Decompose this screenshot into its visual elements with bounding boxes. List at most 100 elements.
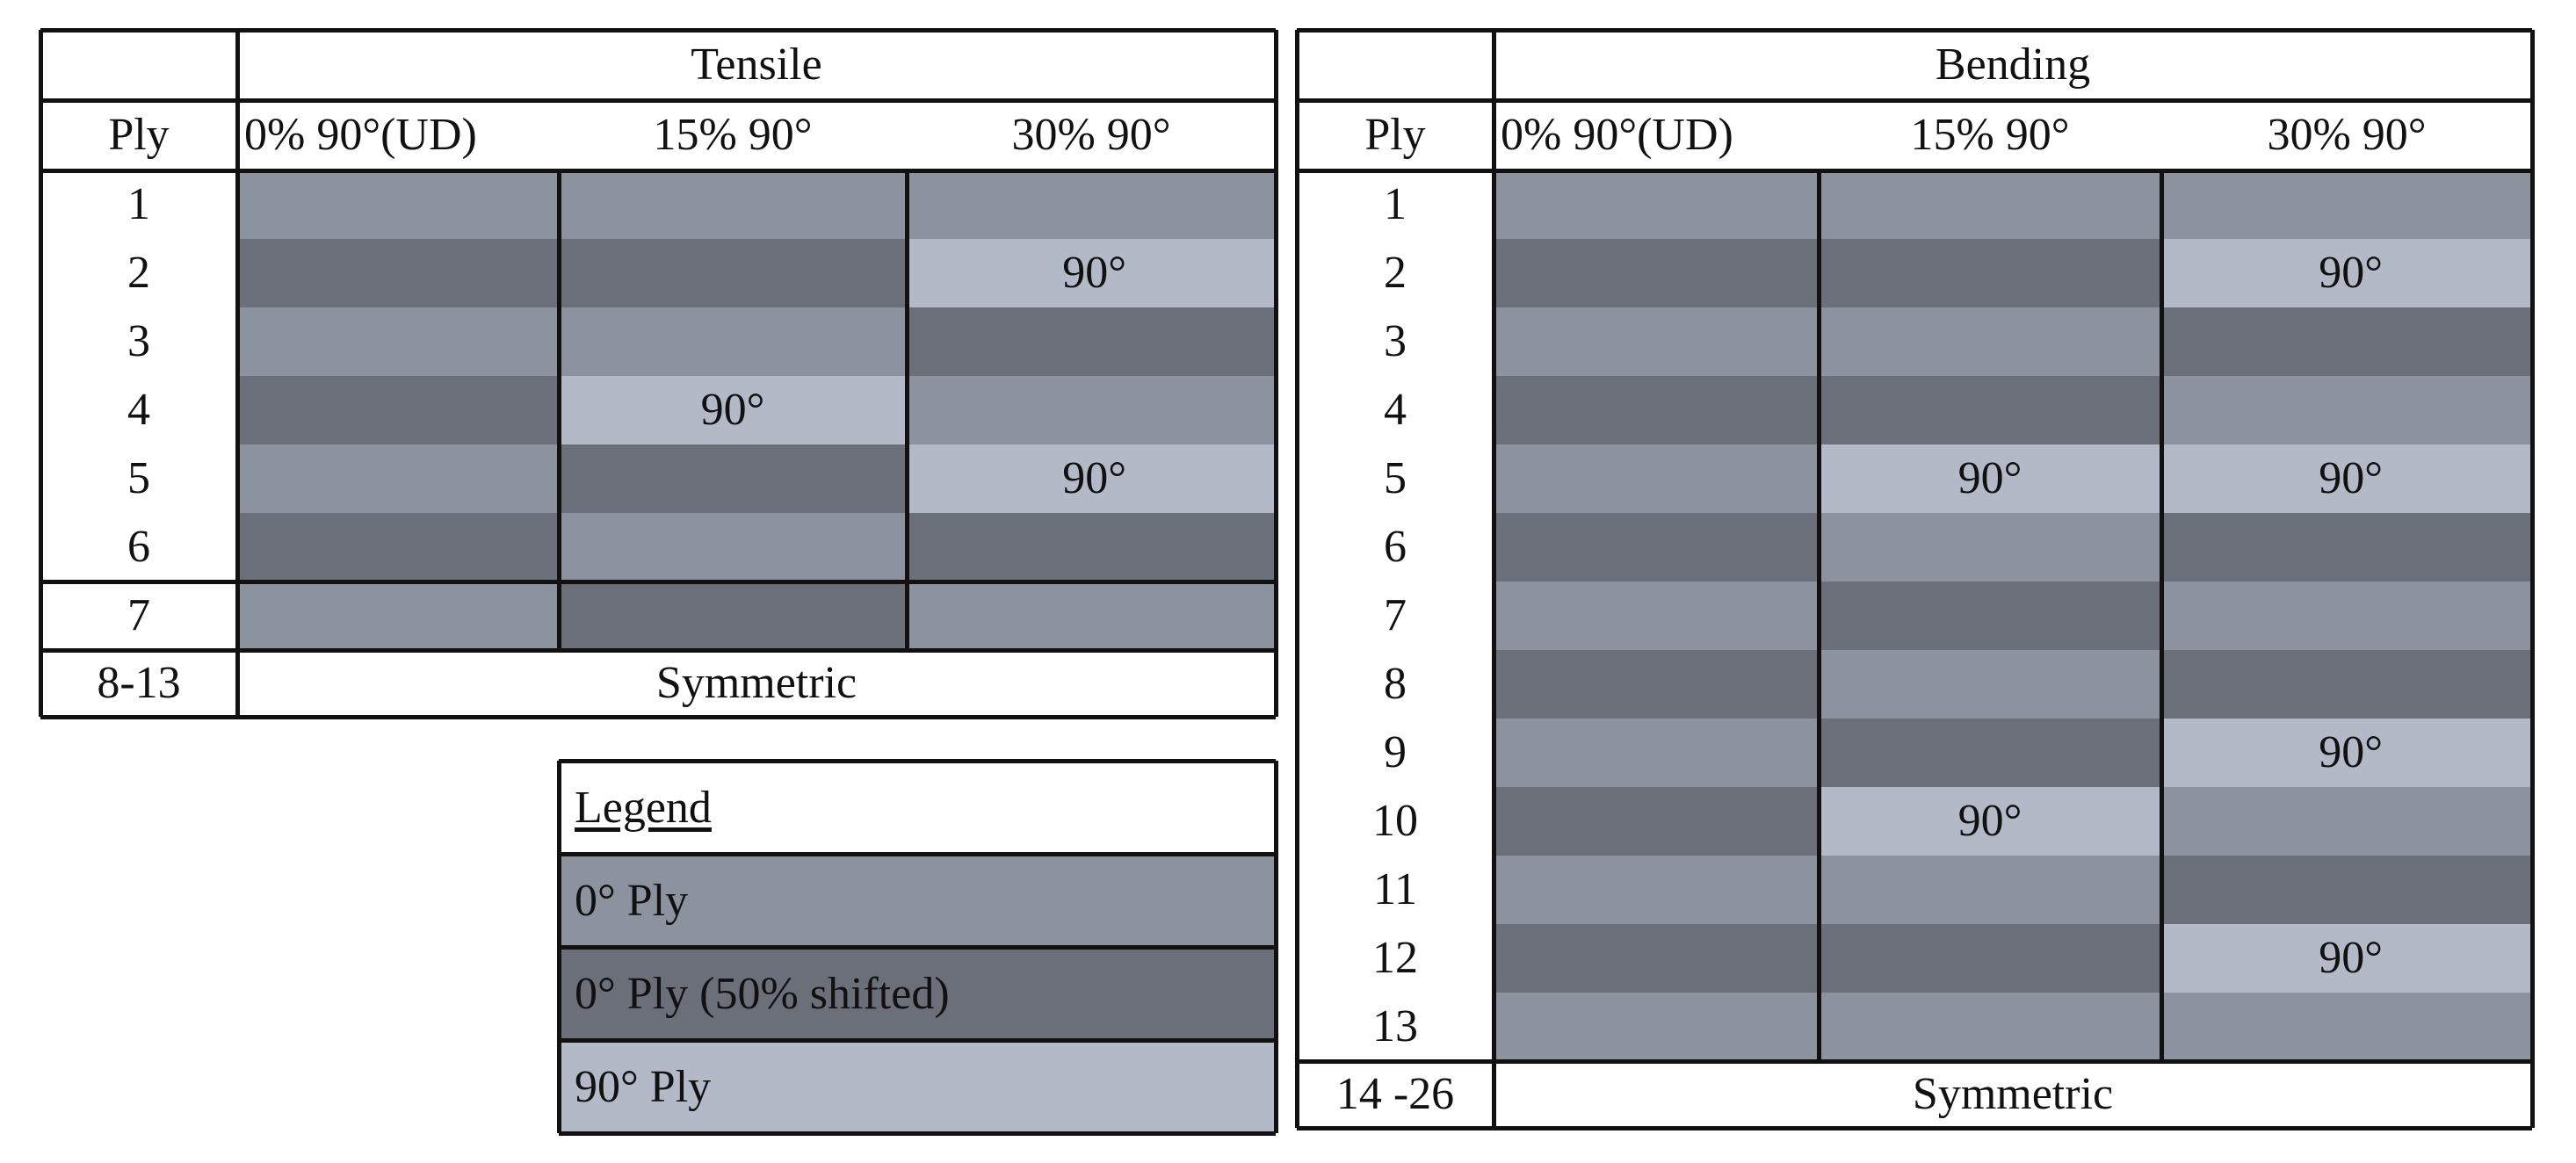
ply-cell [1494,582,1819,650]
ply-header: Ply [1364,110,1426,160]
ply-cell [559,513,907,582]
ply-cell: 90° [907,239,1276,307]
ply-number: 1 [1384,179,1407,229]
legend-item-0: 0° Ply [559,854,1276,947]
ply-90-label: 90° [700,385,765,435]
ply-cell [1819,856,2161,924]
ply-cell [1819,170,2161,239]
ply-number: 5 [127,453,150,503]
column-rule [2159,170,2164,1061]
ply-cell [2161,513,2532,582]
symmetric-rule [40,647,1276,653]
ply-cell [237,582,559,650]
ply-90-label: 90° [1062,248,1126,298]
ply-cell [559,170,907,239]
table-bottom-border [40,714,1276,719]
symmetric-range: 8-13 [97,658,181,708]
ply-number: 13 [1372,1001,1418,1051]
ply-cell [237,444,559,513]
table-bottom-border [1297,1125,2532,1130]
ply-number: 3 [1384,316,1407,366]
ply-cell [1494,719,1819,787]
column-header-15: 15% 90° [1910,110,2070,160]
ply-cell [907,376,1276,444]
ply-cell [1819,582,2161,650]
tensile-title: Tensile [691,40,822,90]
ply-cell [1494,856,1819,924]
column-header-ud: 0% 90°(UD) [244,110,477,160]
legend-rule [559,851,1276,856]
symmetric-label: Symmetric [655,658,857,708]
ply-cell [907,582,1276,650]
ply-cell [1819,307,2161,376]
ply-cell [1819,239,2161,307]
table-right-border [1273,30,1278,717]
ply-number: 4 [1384,385,1407,435]
ply-cell [1494,444,1819,513]
header-rule [1297,168,2532,173]
ply-90-label: 90° [1957,796,2022,846]
ply-cell [1819,719,2161,787]
ply-number: 7 [1384,590,1407,640]
ply-cell [1819,650,2161,719]
ply-number: 10 [1372,796,1418,846]
legend-item-1: 0° Ply (50% shifted) [559,947,1276,1040]
ply-90-label: 90° [2319,248,2383,298]
bending-table: 90° 90° 90° 90° 90° 90° Bending Ply 0% 90°(UD) 15… [1294,27,2535,1133]
ply-90-label: 90° [2319,453,2383,503]
ply-number: 2 [1384,248,1407,298]
ply-cell [907,307,1276,376]
ply-cell [2161,650,2532,719]
header-rule [40,98,1276,103]
ply-cell: 90° [2161,239,2532,307]
ply-cell [237,376,559,444]
ply-cell [1819,376,2161,444]
ply-number: 5 [1384,453,1407,503]
ply-cell [1494,650,1819,719]
ply-cell [2161,307,2532,376]
ply-cell [1494,170,1819,239]
column-header-30: 30% 90° [1011,110,1171,160]
ply-cell [559,444,907,513]
ply-cell: 90° [907,444,1276,513]
column-rule [556,170,561,650]
ply-number: 7 [127,590,150,640]
column-header-ud: 0% 90°(UD) [1501,110,1733,160]
ply-number: 2 [127,248,150,298]
legend-item-2: 90° Ply [559,1040,1276,1133]
ply-cell [2161,582,2532,650]
ply-cell [559,239,907,307]
column-header-30: 30% 90° [2267,110,2427,160]
ply-number: 6 [127,522,150,572]
ply-header: Ply [108,110,170,160]
ply-cell: 90° [2161,444,2532,513]
column-rule [904,170,909,650]
ply-cell [1494,239,1819,307]
ply-cell: 90° [1819,787,2161,856]
ply-cell [237,307,559,376]
ply-number: 4 [127,385,150,435]
table-right-border [2529,30,2535,1128]
ply-cell [1494,307,1819,376]
table-top-border [1297,27,2532,33]
ply-number: 8 [1384,659,1407,709]
ply-cell [237,170,559,239]
legend-rule [559,944,1276,950]
ply-cell [237,513,559,582]
ply-cell [1494,513,1819,582]
ply-number: 1 [127,179,150,229]
ply-90-label: 90° [1062,453,1126,503]
table-left-border [38,30,43,717]
column-rule [1816,170,1821,1061]
ply-cell [2161,993,2532,1061]
legend-border [559,758,1276,763]
tensile-table: 90° 90° 90° Tensile Ply 0% 90°(UD) 15% 90° 30% … [38,27,1278,722]
ply-90-label: 90° [2319,727,2383,777]
legend-title-text: Legend [575,782,712,833]
ply-cell [2161,787,2532,856]
table-left-border [1294,30,1299,1128]
ply-90-label: 90° [1957,453,2022,503]
ply-cell [2161,856,2532,924]
symmetric-range: 14 -26 [1335,1069,1455,1119]
header-rule [40,168,1276,173]
